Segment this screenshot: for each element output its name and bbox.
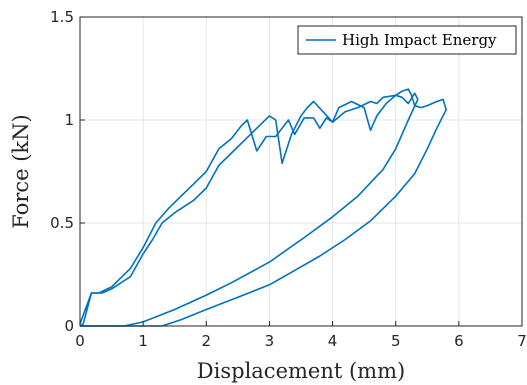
x-tick-label: 1 <box>138 332 148 350</box>
x-tick-label: 3 <box>265 332 275 350</box>
y-tick-label: 0 <box>64 317 74 335</box>
legend: High Impact Energy <box>297 25 517 55</box>
y-tick-label: 0.5 <box>50 214 74 232</box>
grid <box>79 16 523 327</box>
series-line-2 <box>79 92 419 327</box>
y-axis-label: Force (kN) <box>9 114 33 228</box>
series-line-1 <box>79 88 448 327</box>
axes-box <box>79 16 523 327</box>
x-tick-label: 2 <box>202 332 212 350</box>
plot-lines <box>79 88 448 327</box>
y-tick-label: 1.5 <box>50 8 74 26</box>
x-axis-label: Displacement (mm) <box>197 359 405 383</box>
x-tick-label: 4 <box>328 332 338 350</box>
ticks: 0 1 2 3 4 5 6 7 0 0.5 1 1.5 <box>50 8 527 350</box>
x-tick-label: 6 <box>454 332 464 350</box>
x-tick-label: 7 <box>517 332 527 350</box>
x-tick-label: 0 <box>75 332 85 350</box>
legend-entry-label: High Impact Energy <box>342 31 497 49</box>
y-tick-label: 1 <box>64 111 74 129</box>
x-tick-label: 5 <box>391 332 401 350</box>
